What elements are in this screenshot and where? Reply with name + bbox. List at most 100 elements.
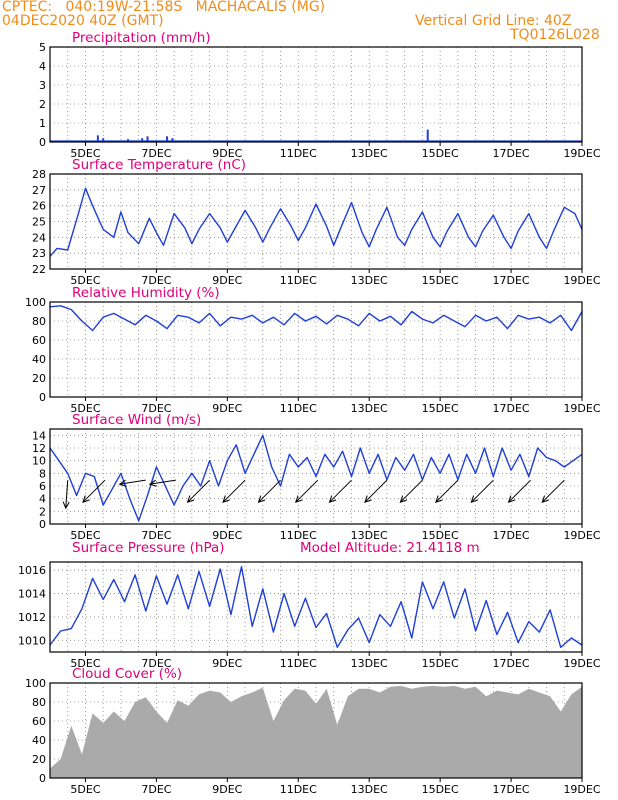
y-tick-label: 8 [39, 467, 46, 480]
panel-2: Relative Humidity (%) 0 20 40 60 80 100 5DEC 7DE… [25, 285, 601, 415]
panel-frame [49, 301, 583, 398]
panel-frame [49, 428, 583, 525]
x-tick-label: 13DEC [351, 147, 388, 160]
x-tick-label: 9DEC [212, 402, 242, 415]
header-right1: Vertical Grid Line: 40Z [415, 13, 572, 29]
wind-arrow-head [435, 495, 443, 503]
y-tick-label: 28 [32, 168, 46, 181]
x-tick-label: 5DEC [70, 274, 100, 287]
x-tick-label: 13DEC [351, 402, 388, 415]
x-tick-label: 11DEC [280, 529, 317, 542]
y-tick-label: 0 [39, 772, 46, 785]
y-tick-label: 20 [32, 372, 46, 385]
y-tick-label: 100 [25, 677, 46, 690]
wind-arrow [82, 479, 106, 503]
panel-frame [49, 46, 583, 143]
header-right2: TQ0126L028 [510, 27, 600, 43]
series-line [49, 566, 583, 648]
panel-0: Precipitation (mm/h) 0 1 2 3 4 5 5DEC 7DEC 9DEC 11… [39, 30, 601, 160]
y-tick-label: 1 [39, 117, 46, 130]
y-tick-label: 100 [25, 296, 46, 309]
x-tick-label: 5DEC [70, 147, 100, 160]
header-line2: 04DEC2020 40Z (GMT) [2, 13, 164, 29]
wind-arrow [329, 479, 352, 503]
y-tick-label: 40 [32, 734, 46, 747]
panel-annotation: Model Altitude: 21.4118 m [300, 540, 480, 556]
y-tick-label: 2 [39, 98, 46, 111]
x-tick-label: 19DEC [563, 529, 600, 542]
panel-frame [49, 173, 583, 270]
series-line [49, 187, 583, 257]
wind-arrow [187, 479, 210, 503]
y-tick-label: 0 [39, 391, 46, 404]
x-tick-label: 13DEC [351, 657, 388, 670]
precip-bar [102, 138, 105, 142]
x-tick-label: 9DEC [212, 657, 242, 670]
y-tick-label: 12 [32, 442, 46, 455]
wind-arrow-head [257, 495, 266, 503]
x-tick-label: 17DEC [493, 274, 530, 287]
wind-arrow-head [82, 495, 90, 503]
header-line1: CPTEC: 040:19W-21:58S MACHACALIS (MG) [2, 0, 326, 15]
wind-arrow [508, 479, 531, 503]
precip-bar [171, 138, 174, 142]
precip-bar [426, 129, 429, 142]
y-tick-label: 10 [32, 455, 46, 468]
wind-arrow [65, 480, 69, 509]
y-tick-label: 4 [39, 60, 46, 73]
wind-arrow-head [364, 495, 372, 503]
x-tick-label: 17DEC [493, 529, 530, 542]
x-tick-label: 5DEC [70, 657, 100, 670]
y-tick-label: 22 [32, 263, 46, 276]
panel-title: Surface Pressure (hPa) [72, 540, 225, 556]
panel-frame [49, 561, 583, 653]
x-tick-label: 15DEC [422, 657, 459, 670]
wind-arrow [435, 479, 459, 503]
y-tick-label: 25 [32, 216, 46, 229]
panel-title: Relative Humidity (%) [72, 285, 220, 301]
x-tick-label: 7DEC [141, 783, 171, 796]
y-tick-label: 0 [39, 136, 46, 149]
x-tick-label: 19DEC [563, 274, 600, 287]
x-tick-label: 17DEC [493, 147, 530, 160]
panel-title: Surface Temperature (nC) [72, 157, 246, 173]
x-tick-label: 13DEC [351, 783, 388, 796]
wind-arrow [258, 479, 281, 503]
wind-arrow-head [507, 495, 516, 503]
wind-arrow [119, 479, 146, 485]
x-tick-label: 7DEC [141, 274, 171, 287]
y-tick-label: 40 [32, 353, 46, 366]
wind-arrow-head [399, 495, 408, 503]
y-tick-label: 1016 [18, 564, 46, 577]
x-tick-label: 15DEC [422, 529, 459, 542]
y-tick-label: 1010 [18, 634, 46, 647]
y-tick-label: 60 [32, 715, 46, 728]
cloud-cover-area [50, 685, 582, 778]
x-tick-label: 17DEC [493, 783, 530, 796]
x-tick-label: 7DEC [141, 402, 171, 415]
panel-1: Surface Temperature (nC) 22 23 24 25 26 27 28 5D… [32, 157, 601, 287]
y-tick-label: 0 [39, 518, 46, 531]
x-tick-label: 9DEC [212, 529, 242, 542]
x-tick-label: 5DEC [70, 783, 100, 796]
wind-arrow [149, 479, 176, 485]
x-tick-label: 9DEC [212, 147, 242, 160]
y-tick-label: 14 [32, 429, 46, 442]
wind-arrow [222, 479, 246, 503]
panel-4: Surface Pressure (hPa) Model Altitude: 21… [18, 540, 601, 670]
wind-arrow-head [118, 479, 127, 487]
y-tick-label: 20 [32, 753, 46, 766]
x-tick-label: 11DEC [280, 147, 317, 160]
series-line [49, 434, 583, 522]
wind-arrow [400, 479, 423, 503]
panel-title: Cloud Cover (%) [72, 666, 182, 682]
x-tick-label: 11DEC [280, 783, 317, 796]
x-tick-label: 7DEC [141, 529, 171, 542]
y-tick-label: 24 [32, 231, 46, 244]
x-tick-label: 17DEC [493, 657, 530, 670]
x-tick-label: 11DEC [280, 657, 317, 670]
y-tick-label: 80 [32, 696, 46, 709]
y-tick-label: 1014 [18, 588, 46, 601]
